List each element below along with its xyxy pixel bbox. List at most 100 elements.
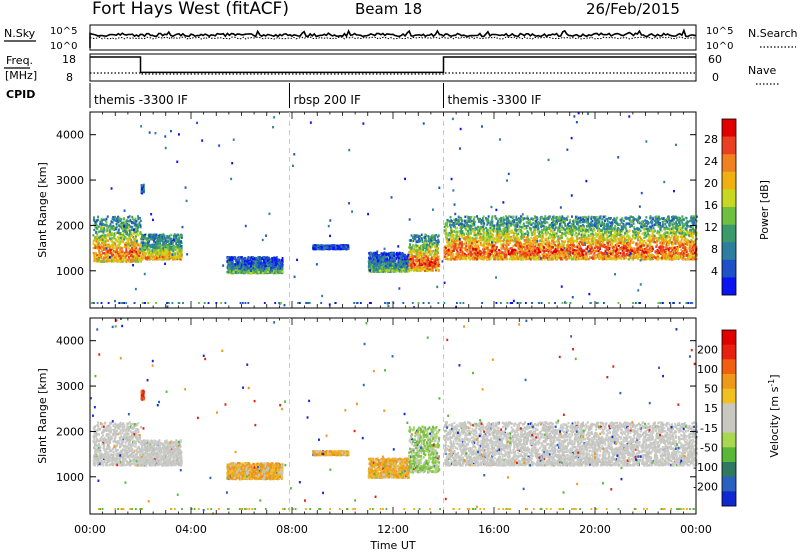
nsky-series (89, 28, 697, 48)
data-cell (180, 234, 183, 238)
data-cell (145, 237, 148, 240)
data-cell (251, 267, 253, 270)
data-cell (172, 248, 175, 251)
data-cell (177, 250, 180, 253)
data-cell (130, 231, 133, 234)
data-cell (144, 233, 146, 237)
data-cell (117, 241, 120, 244)
data-cell (427, 246, 430, 249)
data-cell (148, 243, 151, 247)
data-cell (178, 244, 181, 248)
data-cell (101, 221, 103, 224)
data-cell (109, 226, 112, 230)
data-cell (115, 238, 118, 242)
data-cell (271, 270, 274, 273)
data-cell (124, 220, 127, 224)
data-cell (243, 257, 246, 260)
data-cell (102, 235, 104, 239)
data-cell (246, 271, 249, 274)
data-cell (148, 251, 151, 254)
data-cell (376, 256, 378, 259)
data-cell (105, 259, 108, 262)
data-cell (424, 241, 427, 245)
data-cell (401, 255, 404, 259)
data-cell (129, 244, 132, 247)
data-cell (166, 240, 169, 244)
data-cell (113, 234, 116, 238)
data-cell (111, 225, 114, 228)
nave-series (90, 72, 696, 75)
data-cell (107, 254, 110, 258)
data-cell (125, 248, 128, 251)
data-cell (103, 239, 106, 242)
data-cell (128, 229, 131, 232)
data-cell (133, 221, 135, 224)
data-cell (238, 259, 241, 263)
data-cell (99, 247, 102, 250)
data-cell (174, 248, 177, 251)
data-cell (164, 255, 167, 258)
data-cell (147, 233, 150, 237)
data-cell (391, 264, 394, 267)
data-cell (252, 262, 255, 265)
data-cell (143, 251, 145, 254)
data-cell (279, 265, 282, 268)
data-cell (92, 218, 95, 222)
data-cell (325, 246, 328, 249)
data-cell (146, 248, 149, 251)
data-cell (145, 252, 148, 255)
data-cell (136, 252, 139, 256)
station-title: Fort Hays West (fitACF) (92, 0, 289, 19)
data-cell (99, 254, 102, 257)
data-cell (157, 238, 160, 241)
data-cell (137, 243, 140, 247)
data-cell (407, 254, 410, 257)
data-cell (159, 243, 161, 247)
data-cell (127, 216, 130, 219)
data-cell (142, 248, 145, 252)
data-cell (163, 248, 165, 252)
data-cell (410, 258, 412, 261)
data-cell (112, 260, 115, 263)
data-cell (97, 255, 100, 258)
data-cell (147, 246, 150, 250)
data-cell (122, 233, 125, 236)
data-cell (173, 234, 175, 238)
data-cell (116, 260, 119, 263)
data-cell (140, 254, 143, 258)
data-cell (164, 249, 167, 252)
data-cell (142, 242, 145, 245)
data-cell (122, 221, 124, 224)
data-cell (234, 270, 237, 274)
data-cell (112, 258, 115, 262)
data-cell (119, 222, 122, 225)
data-cell (423, 267, 426, 271)
data-cell (137, 234, 140, 237)
data-cell (138, 257, 140, 260)
data-cell (147, 241, 150, 245)
data-cell (109, 231, 111, 234)
data-cell (166, 253, 169, 256)
data-cell (151, 252, 154, 255)
data-cell (128, 251, 131, 254)
data-cell (168, 252, 171, 255)
data-cell (178, 249, 181, 253)
data-cell (178, 240, 180, 244)
data-cell (258, 263, 261, 266)
data-cell (121, 224, 124, 228)
data-cell (134, 236, 137, 239)
data-cell (116, 231, 119, 234)
data-cell (336, 247, 339, 250)
data-cell (113, 218, 115, 222)
data-cell (160, 253, 163, 257)
data-cell (115, 253, 117, 256)
data-cell (168, 236, 170, 239)
data-cell (416, 240, 418, 244)
data-cell (387, 266, 390, 270)
data-cell (424, 249, 427, 253)
data-cell (176, 245, 179, 248)
data-cell (249, 271, 252, 275)
data-cell (122, 226, 125, 230)
data-cell (96, 227, 99, 230)
data-cell (96, 254, 98, 257)
